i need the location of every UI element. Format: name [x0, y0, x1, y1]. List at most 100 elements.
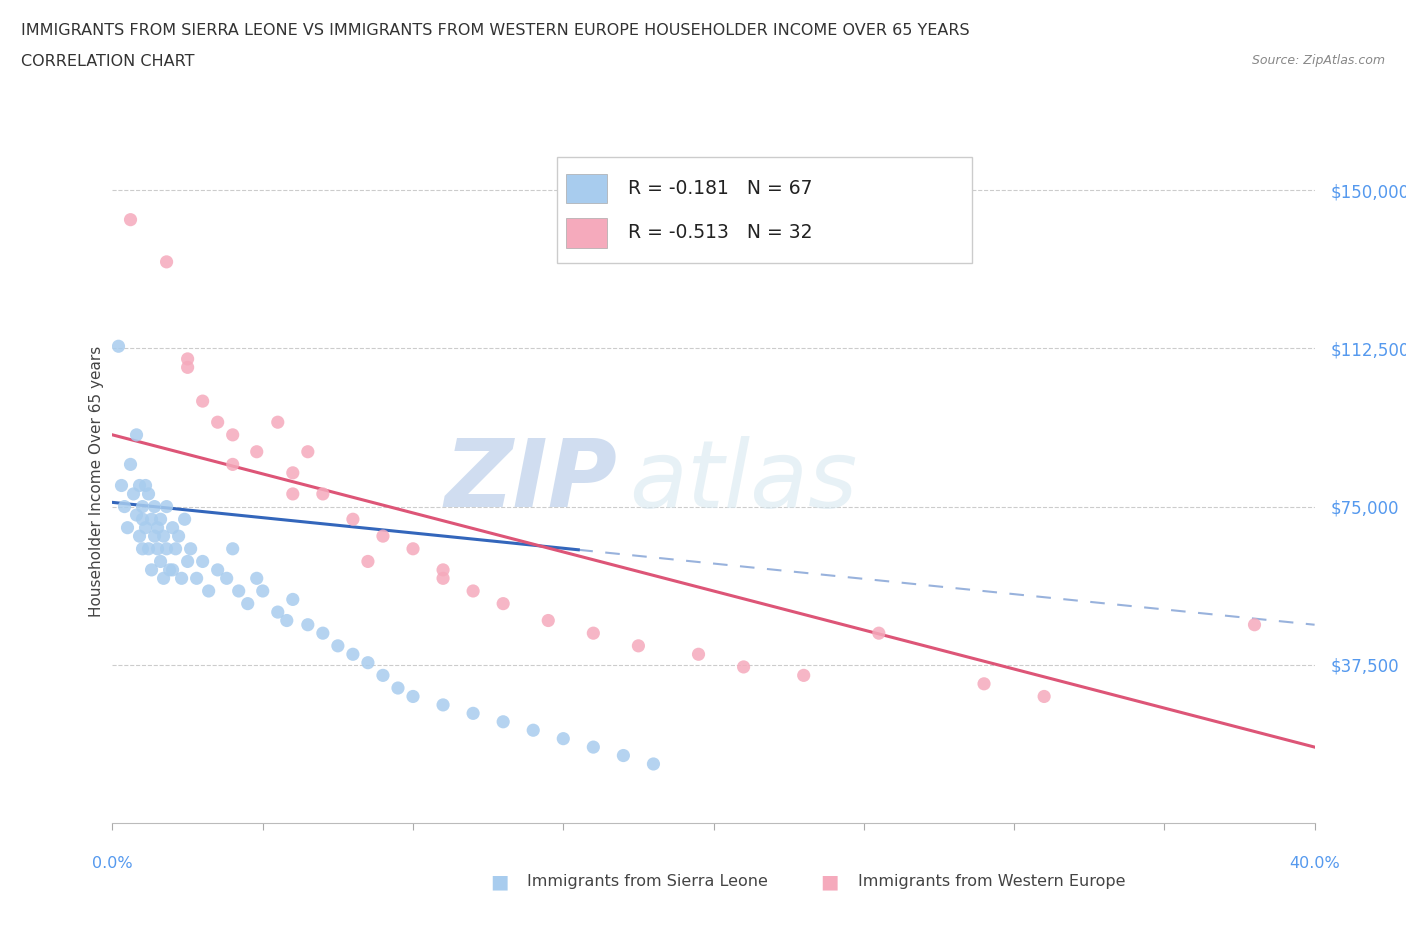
Point [973, 676, 995, 691]
Point [128, 528, 150, 543]
Point [236, 596, 259, 611]
Point [222, 428, 245, 443]
Text: ■: ■ [820, 872, 839, 891]
Point [267, 415, 290, 430]
Point [207, 415, 229, 430]
Point [167, 528, 190, 543]
Point [342, 512, 364, 526]
Point [387, 681, 409, 696]
Point [1033, 689, 1056, 704]
Point [117, 520, 139, 535]
Point [143, 528, 166, 543]
Point [125, 428, 148, 443]
Point [281, 592, 304, 607]
Point [276, 613, 298, 628]
Point [155, 541, 177, 556]
Point [162, 563, 184, 578]
Point [402, 689, 425, 704]
Point [155, 499, 177, 514]
Point [582, 739, 605, 754]
Point [135, 520, 157, 535]
Point [173, 512, 195, 526]
Point [537, 613, 560, 628]
Point [162, 520, 184, 535]
Point [688, 647, 710, 662]
Point [197, 583, 219, 598]
Point [492, 714, 515, 729]
Point [149, 554, 172, 569]
Point [186, 571, 208, 586]
Text: Source: ZipAtlas.com: Source: ZipAtlas.com [1251, 54, 1385, 67]
Point [492, 596, 515, 611]
Point [165, 541, 187, 556]
Point [131, 499, 153, 514]
Point [120, 457, 142, 472]
Point [128, 478, 150, 493]
Text: 40.0%: 40.0% [1289, 856, 1340, 870]
Point [643, 756, 665, 771]
Point [222, 541, 245, 556]
Point [180, 541, 202, 556]
Point [131, 512, 153, 526]
Point [176, 360, 198, 375]
Point [146, 541, 169, 556]
Text: CORRELATION CHART: CORRELATION CHART [21, 54, 194, 69]
Point [627, 638, 650, 653]
Point [281, 486, 304, 501]
Text: Immigrants from Western Europe: Immigrants from Western Europe [858, 874, 1125, 889]
Point [326, 638, 349, 653]
Point [432, 698, 454, 712]
Point [228, 583, 250, 598]
Point [432, 563, 454, 578]
Point [312, 626, 335, 641]
Point [612, 748, 634, 763]
Point [143, 499, 166, 514]
Point [114, 499, 136, 514]
Point [141, 512, 163, 526]
Point [135, 478, 157, 493]
Point [522, 723, 544, 737]
Point [281, 465, 304, 480]
Point [297, 618, 319, 632]
Point [371, 668, 394, 683]
Point [155, 255, 177, 270]
Point [170, 571, 193, 586]
Point [432, 571, 454, 586]
Point [146, 520, 169, 535]
Text: R = -0.513   N = 32: R = -0.513 N = 32 [627, 223, 813, 243]
Point [138, 541, 160, 556]
Text: IMMIGRANTS FROM SIERRA LEONE VS IMMIGRANTS FROM WESTERN EUROPE HOUSEHOLDER INCOM: IMMIGRANTS FROM SIERRA LEONE VS IMMIGRAN… [21, 23, 970, 38]
Point [152, 528, 174, 543]
Y-axis label: Householder Income Over 65 years: Householder Income Over 65 years [89, 346, 104, 617]
Point [297, 445, 319, 459]
Point [222, 457, 245, 472]
Point [191, 393, 214, 408]
FancyBboxPatch shape [557, 156, 972, 262]
Point [553, 731, 575, 746]
Text: ZIP: ZIP [444, 435, 617, 527]
Point [215, 571, 238, 586]
Point [252, 583, 274, 598]
Point [131, 541, 153, 556]
Point [107, 339, 129, 353]
Point [371, 528, 394, 543]
Text: 0.0%: 0.0% [93, 856, 132, 870]
Point [207, 563, 229, 578]
Point [141, 563, 163, 578]
Point [342, 647, 364, 662]
Point [793, 668, 815, 683]
Point [868, 626, 890, 641]
Bar [565, 218, 607, 247]
Text: ■: ■ [489, 872, 509, 891]
Point [461, 706, 484, 721]
Point [138, 486, 160, 501]
Point [122, 486, 145, 501]
Point [312, 486, 335, 501]
Point [176, 352, 198, 366]
Point [357, 656, 380, 671]
Point [402, 541, 425, 556]
Text: Immigrants from Sierra Leone: Immigrants from Sierra Leone [527, 874, 768, 889]
Point [246, 445, 269, 459]
Point [357, 554, 380, 569]
Text: atlas: atlas [630, 436, 858, 526]
